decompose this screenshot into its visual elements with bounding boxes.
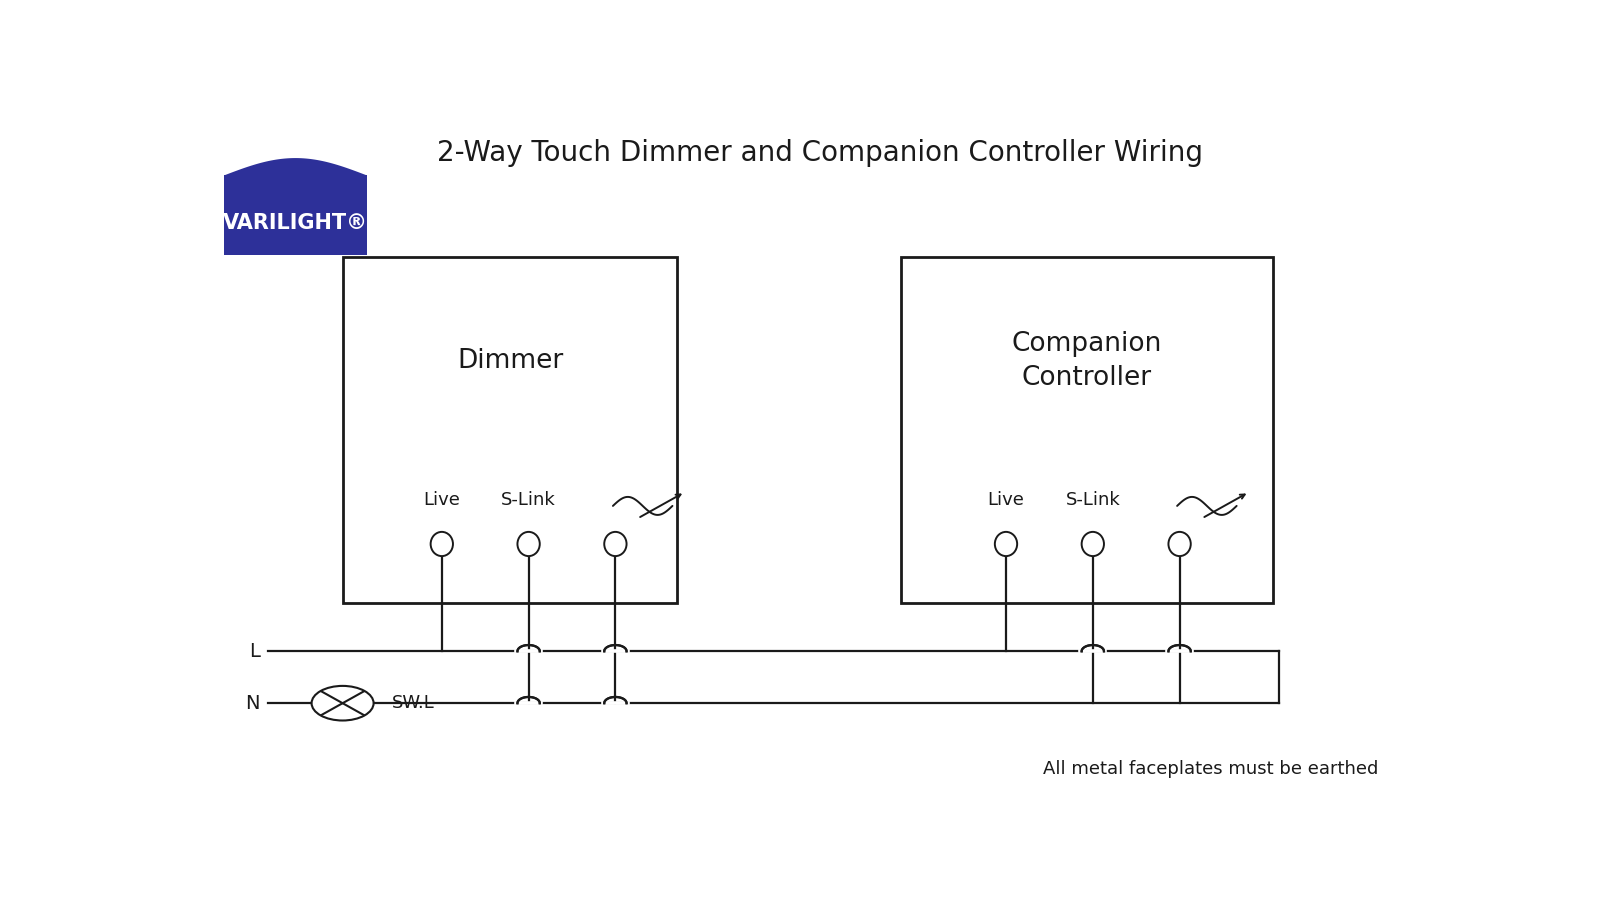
- Ellipse shape: [430, 532, 453, 556]
- Ellipse shape: [605, 532, 627, 556]
- Text: N: N: [245, 694, 259, 713]
- Text: S-Link: S-Link: [1066, 492, 1120, 510]
- Polygon shape: [224, 158, 366, 175]
- Text: Live: Live: [424, 492, 461, 510]
- Text: Companion
Controller: Companion Controller: [1011, 331, 1162, 390]
- Ellipse shape: [1168, 532, 1190, 556]
- Bar: [224, 175, 366, 255]
- Ellipse shape: [1082, 532, 1104, 556]
- Text: All metal faceplates must be earthed: All metal faceplates must be earthed: [1043, 760, 1378, 778]
- Ellipse shape: [517, 532, 539, 556]
- Text: S-Link: S-Link: [501, 492, 555, 510]
- Circle shape: [312, 686, 374, 720]
- Text: SW.L: SW.L: [392, 694, 435, 712]
- Text: VARILIGHT®: VARILIGHT®: [222, 213, 368, 234]
- Ellipse shape: [995, 532, 1018, 556]
- Text: Dimmer: Dimmer: [458, 348, 563, 374]
- Text: L: L: [248, 642, 259, 661]
- Text: 2-Way Touch Dimmer and Companion Controller Wiring: 2-Way Touch Dimmer and Companion Control…: [437, 138, 1203, 167]
- Bar: [901, 257, 1272, 603]
- Text: Live: Live: [987, 492, 1024, 510]
- Bar: [342, 257, 677, 603]
